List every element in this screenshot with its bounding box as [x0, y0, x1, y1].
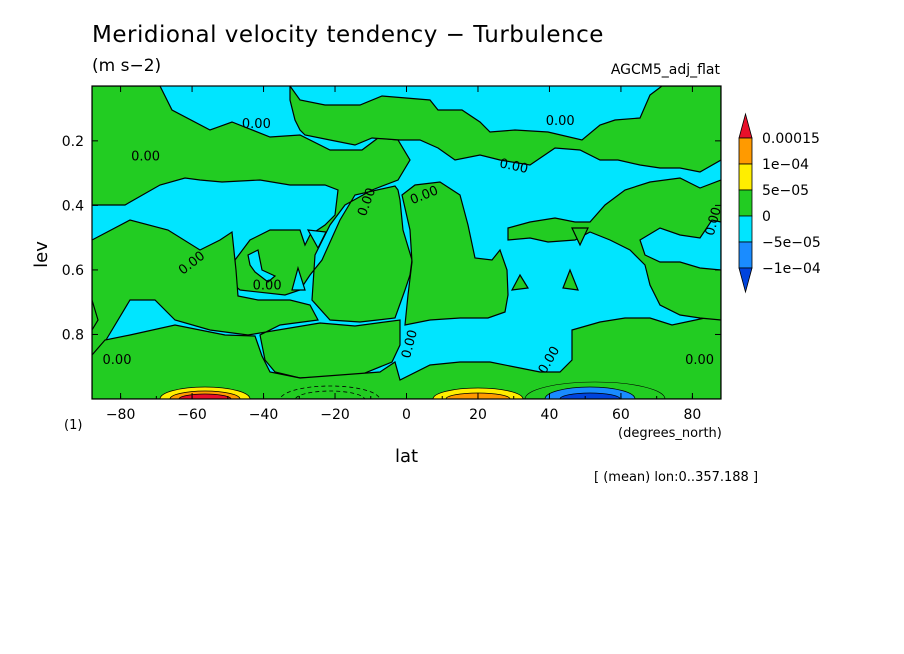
contour-label: 0.00 — [546, 114, 575, 129]
region-lower-band — [92, 315, 721, 399]
x-tick-label: 20 — [469, 407, 487, 423]
colorbar-label: −5e−05 — [762, 235, 821, 251]
colorbar-swatch — [738, 241, 753, 269]
region-upper-left — [92, 86, 413, 323]
extremum-outline-north — [524, 381, 666, 399]
y-tick-label: 0.2 — [62, 134, 84, 150]
scale-note: (1) — [64, 418, 83, 433]
colorbar-swatch — [738, 163, 753, 191]
x-tick-label: 80 — [683, 407, 701, 423]
contour-label: 0.00 — [103, 353, 132, 368]
colorbar-label: 0.00015 — [762, 131, 820, 147]
hole-left-3 — [306, 229, 327, 250]
x-tick-label: −40 — [249, 407, 279, 423]
colorbar-swatch — [738, 189, 753, 217]
region-right-mid — [507, 177, 721, 321]
y-tick-label: 0.6 — [62, 263, 84, 279]
x-axis-units: (degrees_north) — [618, 426, 722, 441]
x-tick-label: −20 — [320, 407, 350, 423]
x-axis: −80 −60 −40 −20 0 20 40 60 80 — [106, 86, 701, 423]
hole-left-1 — [247, 249, 277, 283]
extremum-negative-midsouth — [279, 385, 381, 399]
y-axis: 0.2 0.4 0.6 0.8 — [62, 134, 721, 343]
hole-left-2 — [291, 265, 306, 291]
region-central-pillar — [401, 181, 509, 326]
colorbar-label: 1e−04 — [762, 157, 809, 173]
region-small-b — [562, 268, 579, 291]
footer-note: [ (mean) lon:0..357.188 ] — [594, 470, 759, 485]
positive-regions — [92, 86, 721, 399]
contour-label: 0.00 — [498, 156, 529, 177]
y-tick-label: 0.4 — [62, 198, 84, 214]
negative-holes — [247, 219, 721, 291]
colorbar-swatch — [738, 137, 753, 165]
region-small-a — [510, 273, 529, 291]
model-label: AGCM5_adj_flat — [610, 62, 720, 78]
contour-label: 0.00 — [703, 206, 725, 238]
y-tick-label: 0.8 — [62, 327, 84, 343]
x-tick-label: −60 — [177, 407, 207, 423]
region-upper-right — [289, 86, 721, 173]
colorbar-label: 5e−05 — [762, 183, 809, 199]
contour-label: 0.00 — [253, 279, 282, 294]
x-tick-label: −80 — [106, 407, 136, 423]
colorbar-label: 0 — [762, 209, 771, 225]
colorbar: 0.00015 1e−04 5e−05 0 −5e−05 −1e−04 — [738, 112, 821, 294]
extremum-negative-midsouth-2 — [294, 390, 366, 399]
contour-label: 0.00 — [399, 328, 421, 360]
hole-left-4 — [639, 219, 721, 271]
x-tick-label: 60 — [612, 407, 630, 423]
x-tick-label: 0 — [402, 407, 411, 423]
x-tick-label: 40 — [541, 407, 559, 423]
contour-label: 0.00 — [685, 353, 714, 368]
region-small-c — [571, 227, 589, 247]
chart-title: Meridional velocity tendency − Turbulenc… — [92, 22, 604, 48]
colorbar-bottom-arrow — [738, 267, 753, 294]
colorbar-top-arrow — [738, 112, 753, 139]
colorbar-label: −1e−04 — [762, 261, 821, 277]
contour-label: 0.00 — [131, 149, 160, 164]
region-small-d — [92, 299, 99, 332]
units-label: (m s−2) — [92, 56, 162, 76]
contour-label: 0.00 — [242, 117, 271, 132]
colorbar-swatch — [738, 215, 753, 243]
extremum-negative-north-core — [559, 392, 621, 399]
x-axis-label: lat — [395, 446, 419, 467]
